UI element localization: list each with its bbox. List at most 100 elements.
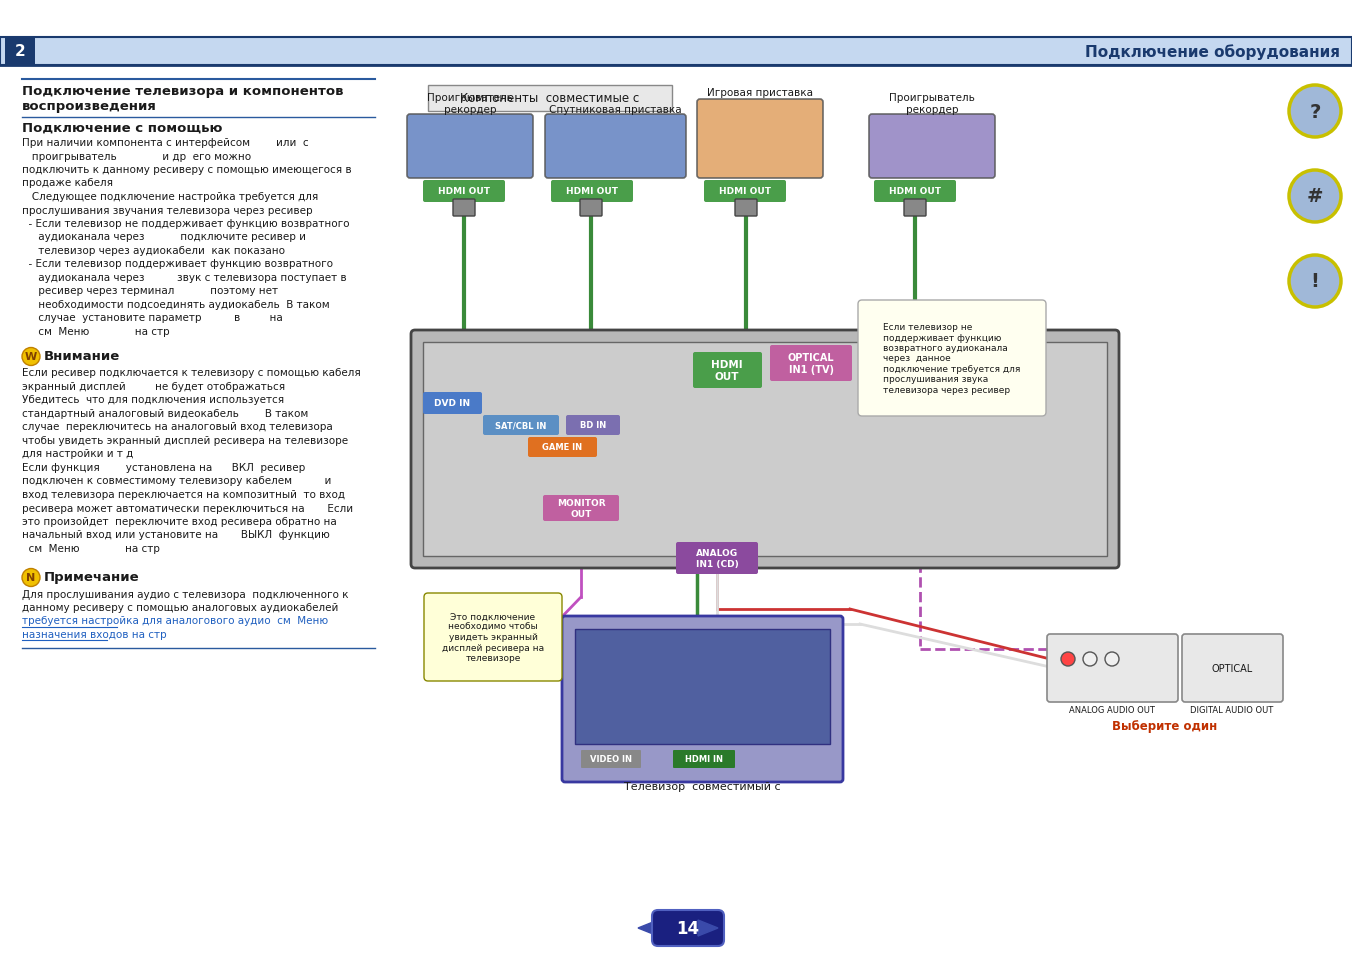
Text: Телевизор  совместимый с: Телевизор совместимый с <box>625 781 781 791</box>
Circle shape <box>1288 171 1341 223</box>
FancyBboxPatch shape <box>580 200 602 216</box>
Circle shape <box>1288 86 1341 138</box>
Text: проигрыватель              и др  его можно: проигрыватель и др его можно <box>22 152 251 161</box>
Text: N: N <box>27 573 35 583</box>
Text: Проигрыватель
рекордер: Проигрыватель рекордер <box>890 93 975 115</box>
FancyBboxPatch shape <box>544 496 619 521</box>
Text: MONITOR
OUT: MONITOR OUT <box>557 498 606 518</box>
Text: 14: 14 <box>676 919 699 937</box>
Text: HDMI
OUT: HDMI OUT <box>711 360 742 381</box>
Circle shape <box>22 569 41 587</box>
Text: Проигрыватель
рекордер: Проигрыватель рекордер <box>427 93 512 115</box>
Text: Подключение с помощью: Подключение с помощью <box>22 122 222 135</box>
Text: !: ! <box>1310 273 1320 292</box>
Text: HDMI OUT: HDMI OUT <box>438 188 489 196</box>
Circle shape <box>1061 652 1075 666</box>
FancyBboxPatch shape <box>411 331 1119 568</box>
Text: W: W <box>24 352 37 362</box>
Text: ?: ? <box>1309 102 1321 121</box>
Text: #: # <box>1307 188 1324 206</box>
Text: Компоненты  совместимые с: Компоненты совместимые с <box>461 92 639 106</box>
Text: вход телевизора переключается на композитный  то вход: вход телевизора переключается на компози… <box>22 490 345 499</box>
Text: Если ресивер подключается к телевизору с помощью кабеля: Если ресивер подключается к телевизору с… <box>22 368 361 378</box>
FancyBboxPatch shape <box>562 617 844 782</box>
FancyBboxPatch shape <box>869 115 995 179</box>
Text: стандартный аналоговый видеокабель        В таком: стандартный аналоговый видеокабель В так… <box>22 409 308 418</box>
Text: аудиоканала через           подключите ресивер и: аудиоканала через подключите ресивер и <box>22 233 306 242</box>
Text: HDMI IN: HDMI IN <box>685 755 723 763</box>
Circle shape <box>1288 255 1341 308</box>
Text: DIGITAL AUDIO OUT: DIGITAL AUDIO OUT <box>1190 705 1274 714</box>
FancyBboxPatch shape <box>735 200 757 216</box>
Text: - Если телевизор поддерживает функцию возвратного: - Если телевизор поддерживает функцию во… <box>22 259 333 269</box>
FancyBboxPatch shape <box>453 200 475 216</box>
Text: требуется настройка для аналогового аудио  см  Меню: требуется настройка для аналогового ауди… <box>22 616 329 626</box>
Text: Если функция        установлена на      ВКЛ  ресивер: Если функция установлена на ВКЛ ресивер <box>22 462 306 473</box>
Text: При наличии компонента с интерфейсом        или  с: При наличии компонента с интерфейсом или… <box>22 138 308 148</box>
Text: аудиоканала через          звук с телевизора поступает в: аудиоканала через звук с телевизора пост… <box>22 273 346 283</box>
Polygon shape <box>698 920 718 936</box>
Text: Убедитесь  что для подключения используется: Убедитесь что для подключения использует… <box>22 395 284 405</box>
FancyBboxPatch shape <box>904 200 926 216</box>
Text: подключить к данному ресиверу с помощью имеющегося в: подключить к данному ресиверу с помощью … <box>22 165 352 174</box>
Text: начальный вход или установите на       ВЫКЛ  функцию: начальный вход или установите на ВЫКЛ фу… <box>22 530 330 540</box>
Text: Для прослушивания аудио с телевизора  подключенного к: Для прослушивания аудио с телевизора под… <box>22 589 349 598</box>
FancyBboxPatch shape <box>575 629 830 744</box>
Text: это произойдет  переключите вход ресивера обратно на: это произойдет переключите вход ресивера… <box>22 517 337 526</box>
Text: см  Меню              на стр: см Меню на стр <box>22 543 160 554</box>
FancyBboxPatch shape <box>704 181 786 203</box>
FancyBboxPatch shape <box>429 86 672 112</box>
FancyBboxPatch shape <box>0 38 1352 66</box>
FancyBboxPatch shape <box>529 437 598 457</box>
Text: для настройки и т д: для настройки и т д <box>22 449 134 459</box>
Text: Подключение телевизора и компонентов
воспроизведения: Подключение телевизора и компонентов вос… <box>22 85 343 112</box>
FancyBboxPatch shape <box>423 343 1107 557</box>
Text: OPTICAL
IN1 (TV): OPTICAL IN1 (TV) <box>788 353 834 375</box>
Text: HDMI OUT: HDMI OUT <box>566 188 618 196</box>
Text: Спутниковая приставка: Спутниковая приставка <box>549 105 681 115</box>
Text: OPTICAL: OPTICAL <box>1211 663 1252 673</box>
FancyBboxPatch shape <box>545 115 685 179</box>
Text: GAME IN: GAME IN <box>542 443 583 452</box>
Text: ANALOG
IN1 (CD): ANALOG IN1 (CD) <box>696 549 738 568</box>
Text: Игровая приставка: Игровая приставка <box>707 88 813 98</box>
Circle shape <box>1083 652 1096 666</box>
Text: Следующее подключение настройка требуется для: Следующее подключение настройка требуетс… <box>22 192 318 202</box>
FancyBboxPatch shape <box>694 353 763 389</box>
Circle shape <box>1105 652 1119 666</box>
Text: чтобы увидеть экранный дисплей ресивера на телевизоре: чтобы увидеть экранный дисплей ресивера … <box>22 436 347 446</box>
Text: см  Меню              на стр: см Меню на стр <box>22 327 169 336</box>
Text: - Если телевизор не поддерживает функцию возвратного: - Если телевизор не поддерживает функцию… <box>22 219 350 229</box>
Text: HDMI OUT: HDMI OUT <box>890 188 941 196</box>
FancyBboxPatch shape <box>1182 635 1283 702</box>
Text: продаже кабеля: продаже кабеля <box>22 178 114 189</box>
Text: BD IN: BD IN <box>580 421 606 430</box>
Text: назначения входов на стр: назначения входов на стр <box>22 629 166 639</box>
FancyBboxPatch shape <box>673 750 735 768</box>
Text: Подключение оборудования: Подключение оборудования <box>1086 44 1340 60</box>
FancyBboxPatch shape <box>771 346 852 381</box>
FancyBboxPatch shape <box>5 39 35 65</box>
Circle shape <box>22 348 41 366</box>
Text: ANALOG AUDIO OUT: ANALOG AUDIO OUT <box>1069 705 1155 714</box>
Text: Если телевизор не
поддерживает функцию
возвратного аудиоканала
через  данное
под: Если телевизор не поддерживает функцию в… <box>883 323 1021 395</box>
Text: экранный дисплей         не будет отображаться: экранный дисплей не будет отображаться <box>22 381 285 392</box>
Text: телевизор через аудиокабели  как показано: телевизор через аудиокабели как показано <box>22 246 285 255</box>
FancyBboxPatch shape <box>581 750 641 768</box>
Text: подключен к совместимому телевизору кабелем          и: подключен к совместимому телевизору кабе… <box>22 476 331 486</box>
FancyBboxPatch shape <box>873 181 956 203</box>
Text: VIDEO IN: VIDEO IN <box>589 755 631 763</box>
Text: Примечание: Примечание <box>45 571 139 584</box>
FancyBboxPatch shape <box>423 393 483 415</box>
FancyBboxPatch shape <box>483 416 558 436</box>
Text: случае  переключитесь на аналоговый вход телевизора: случае переключитесь на аналоговый вход … <box>22 422 333 432</box>
Text: 2: 2 <box>15 45 26 59</box>
Text: Это подключение
необходимо чтобы
увидеть экранный
дисплей ресивера на
телевизоре: Это подключение необходимо чтобы увидеть… <box>442 612 544 662</box>
Text: прослушивания звучания телевизора через ресивер: прослушивания звучания телевизора через … <box>22 205 312 215</box>
Text: DVD IN: DVD IN <box>434 399 470 408</box>
Text: Внимание: Внимание <box>45 350 120 363</box>
Text: ресивера может автоматически переключиться на       Если: ресивера может автоматически переключить… <box>22 503 353 513</box>
FancyBboxPatch shape <box>425 594 562 681</box>
Text: случае  установите параметр          в         на: случае установите параметр в на <box>22 314 283 323</box>
FancyBboxPatch shape <box>1046 635 1178 702</box>
